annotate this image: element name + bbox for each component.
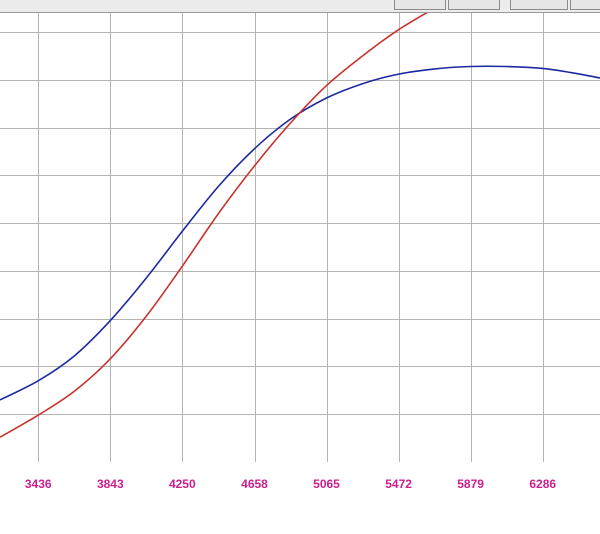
series-line-2 (0, 13, 428, 438)
x-axis-area: 3436 3843 4250 4658 5065 5472 5879 6286 (0, 462, 600, 529)
chart-series (0, 13, 600, 438)
toolbar-button-3[interactable] (510, 0, 568, 10)
chart-grid (0, 13, 600, 462)
x-tick-label: 4250 (169, 477, 196, 491)
x-axis-tick-labels: 3436 3843 4250 4658 5065 5472 5879 6286 (25, 477, 557, 491)
toolbar-button-4[interactable] (570, 0, 600, 10)
x-tick-label: 3843 (97, 477, 124, 491)
x-tick-label: 4658 (241, 477, 268, 491)
x-tick-label: 5879 (457, 477, 484, 491)
toolbar-button-1[interactable] (394, 0, 446, 10)
x-tick-label: 3436 (25, 477, 52, 491)
toolbar-button-2[interactable] (448, 0, 500, 10)
x-tick-label: 5472 (385, 477, 412, 491)
line-chart (0, 13, 600, 462)
toolbar (0, 0, 600, 13)
x-tick-label: 5065 (313, 477, 340, 491)
x-tick-label: 6286 (529, 477, 556, 491)
series-line-1 (0, 65, 600, 401)
